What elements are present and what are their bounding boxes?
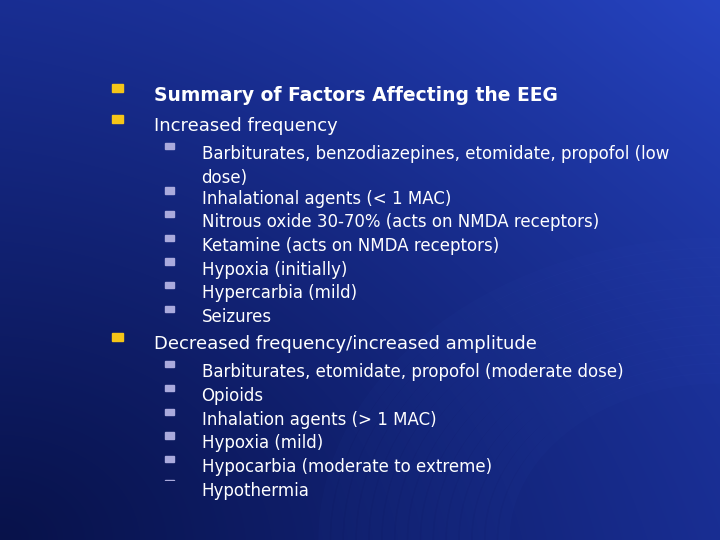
Text: Inhalation agents (> 1 MAC): Inhalation agents (> 1 MAC) (202, 411, 436, 429)
Bar (166, 143, 174, 149)
Text: Barbiturates, benzodiazepines, etomidate, propofol (low: Barbiturates, benzodiazepines, etomidate… (202, 145, 669, 163)
Bar (166, 480, 174, 486)
Text: Hypoxia (initially): Hypoxia (initially) (202, 261, 347, 279)
Text: Hypercarbia (mild): Hypercarbia (mild) (202, 285, 356, 302)
Text: Ketamine (acts on NMDA receptors): Ketamine (acts on NMDA receptors) (202, 237, 499, 255)
Bar (166, 361, 174, 367)
Bar (166, 235, 174, 241)
Text: dose): dose) (202, 169, 248, 187)
Bar (166, 385, 174, 391)
Text: Seizures: Seizures (202, 308, 271, 326)
Bar (166, 432, 174, 438)
Bar (112, 84, 124, 92)
Text: Increased frequency: Increased frequency (154, 117, 338, 135)
Text: Barbiturates, etomidate, propofol (moderate dose): Barbiturates, etomidate, propofol (moder… (202, 363, 624, 381)
Text: Decreased frequency/increased amplitude: Decreased frequency/increased amplitude (154, 335, 537, 353)
Text: Hypocarbia (moderate to extreme): Hypocarbia (moderate to extreme) (202, 458, 492, 476)
Bar (166, 409, 174, 415)
Bar (166, 456, 174, 462)
Text: Hypothermia: Hypothermia (202, 482, 310, 500)
Text: Inhalational agents (< 1 MAC): Inhalational agents (< 1 MAC) (202, 190, 451, 207)
Text: Opioids: Opioids (202, 387, 264, 405)
Text: Summary of Factors Affecting the EEG: Summary of Factors Affecting the EEG (154, 85, 558, 105)
Bar (166, 259, 174, 265)
Text: Hypoxia (mild): Hypoxia (mild) (202, 435, 323, 453)
Bar (112, 114, 124, 123)
Bar (166, 187, 174, 194)
Text: Nitrous oxide 30-70% (acts on NMDA receptors): Nitrous oxide 30-70% (acts on NMDA recep… (202, 213, 599, 231)
Bar (166, 211, 174, 217)
Bar (166, 282, 174, 288)
Bar (166, 306, 174, 312)
Bar (112, 333, 124, 341)
